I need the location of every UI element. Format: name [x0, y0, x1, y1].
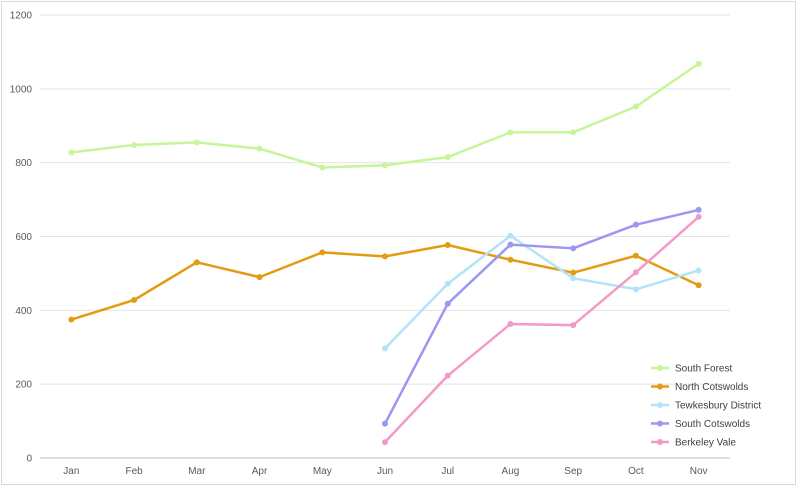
- data-point: [444, 154, 451, 161]
- data-point: [507, 232, 514, 239]
- data-point: [507, 320, 514, 327]
- x-tick-label: Aug: [502, 466, 520, 477]
- legend-entry: North Cotswolds: [651, 382, 748, 393]
- legend-entry: Berkeley Vale: [651, 438, 736, 449]
- series-line: [383, 208, 700, 425]
- y-tick-label: 1200: [10, 11, 33, 22]
- legend-label: Berkeley Vale: [675, 438, 736, 449]
- data-point: [570, 269, 577, 276]
- data-point: [382, 162, 388, 169]
- legend-label: Tewkesbury District: [675, 401, 761, 412]
- y-tick-label: 1000: [10, 84, 33, 95]
- series-line: [70, 62, 700, 169]
- data-point: [570, 275, 577, 282]
- series-line: [383, 215, 700, 444]
- data-point: [632, 286, 639, 293]
- y-tick-label: 0: [26, 454, 32, 465]
- data-point: [382, 253, 388, 260]
- series-tewkesbury-district: [382, 232, 702, 352]
- series-line: [383, 234, 700, 350]
- data-point: [507, 241, 514, 248]
- data-point: [256, 274, 263, 281]
- legend-entry: Tewkesbury District: [651, 401, 761, 412]
- legend-entry: South Forest: [651, 364, 732, 375]
- legend-entry: South Cotswolds: [651, 419, 750, 430]
- y-tick-label: 800: [15, 158, 32, 169]
- x-tick-label: Apr: [252, 466, 268, 477]
- data-point: [68, 316, 75, 323]
- legend-marker: [657, 383, 663, 390]
- x-tick-label: Jun: [377, 466, 393, 477]
- y-tick-label: 600: [15, 232, 32, 243]
- y-tick-label: 200: [15, 380, 32, 391]
- data-point: [131, 296, 138, 303]
- data-point: [695, 213, 702, 220]
- legend-label: South Forest: [675, 364, 732, 375]
- y-axis-tick-labels: 0 200 400 600 800 1000 1200: [10, 11, 33, 465]
- x-tick-label: Nov: [690, 466, 708, 477]
- legend-marker: [657, 420, 663, 427]
- series-north-cotswolds: [68, 241, 702, 323]
- legend-marker: [657, 402, 663, 408]
- data-point: [444, 280, 451, 287]
- data-point: [193, 259, 200, 266]
- data-point: [632, 252, 639, 259]
- x-axis-tick-labels: Jan Feb Mar Apr May Jun Jul Aug Sep Oct Nov: [63, 466, 707, 477]
- data-point: [695, 60, 702, 67]
- data-point: [695, 267, 702, 274]
- data-point: [382, 439, 388, 446]
- y-tick-label: 400: [15, 306, 32, 317]
- data-point: [319, 164, 326, 171]
- x-tick-label: Mar: [188, 466, 206, 477]
- data-point: [382, 420, 388, 427]
- data-point: [632, 103, 639, 110]
- data-point: [193, 139, 200, 146]
- data-point: [256, 145, 263, 152]
- x-tick-label: May: [313, 466, 332, 477]
- data-point: [570, 245, 577, 252]
- data-point: [695, 206, 702, 213]
- data-point: [131, 141, 138, 148]
- legend-marker: [657, 365, 663, 371]
- data-point: [444, 300, 451, 307]
- legend: South Forest North Cotswolds Tewkesbury Di…: [651, 364, 761, 449]
- data-point: [382, 345, 388, 352]
- data-point: [570, 129, 577, 136]
- series-south-cotswolds: [382, 206, 702, 427]
- x-tick-label: Oct: [628, 466, 644, 477]
- series-layer: [68, 60, 702, 446]
- x-tick-label: Feb: [125, 466, 143, 477]
- data-point: [570, 322, 577, 329]
- data-point: [507, 256, 514, 263]
- legend-label: South Cotswolds: [675, 419, 750, 430]
- x-tick-label: Jan: [63, 466, 79, 477]
- x-tick-label: Jul: [441, 466, 454, 477]
- data-point: [444, 241, 451, 248]
- series-south-forest: [68, 60, 702, 171]
- series-berkeley-vale: [382, 213, 702, 446]
- x-tick-label: Sep: [564, 466, 582, 477]
- data-point: [319, 249, 326, 256]
- data-point: [444, 372, 451, 379]
- data-point: [632, 269, 639, 276]
- legend-marker: [657, 439, 663, 445]
- legend-label: North Cotswolds: [675, 382, 748, 393]
- gridlines: [40, 14, 730, 459]
- data-point: [695, 282, 702, 289]
- data-point: [507, 129, 514, 136]
- data-point: [68, 149, 75, 156]
- data-point: [632, 221, 639, 228]
